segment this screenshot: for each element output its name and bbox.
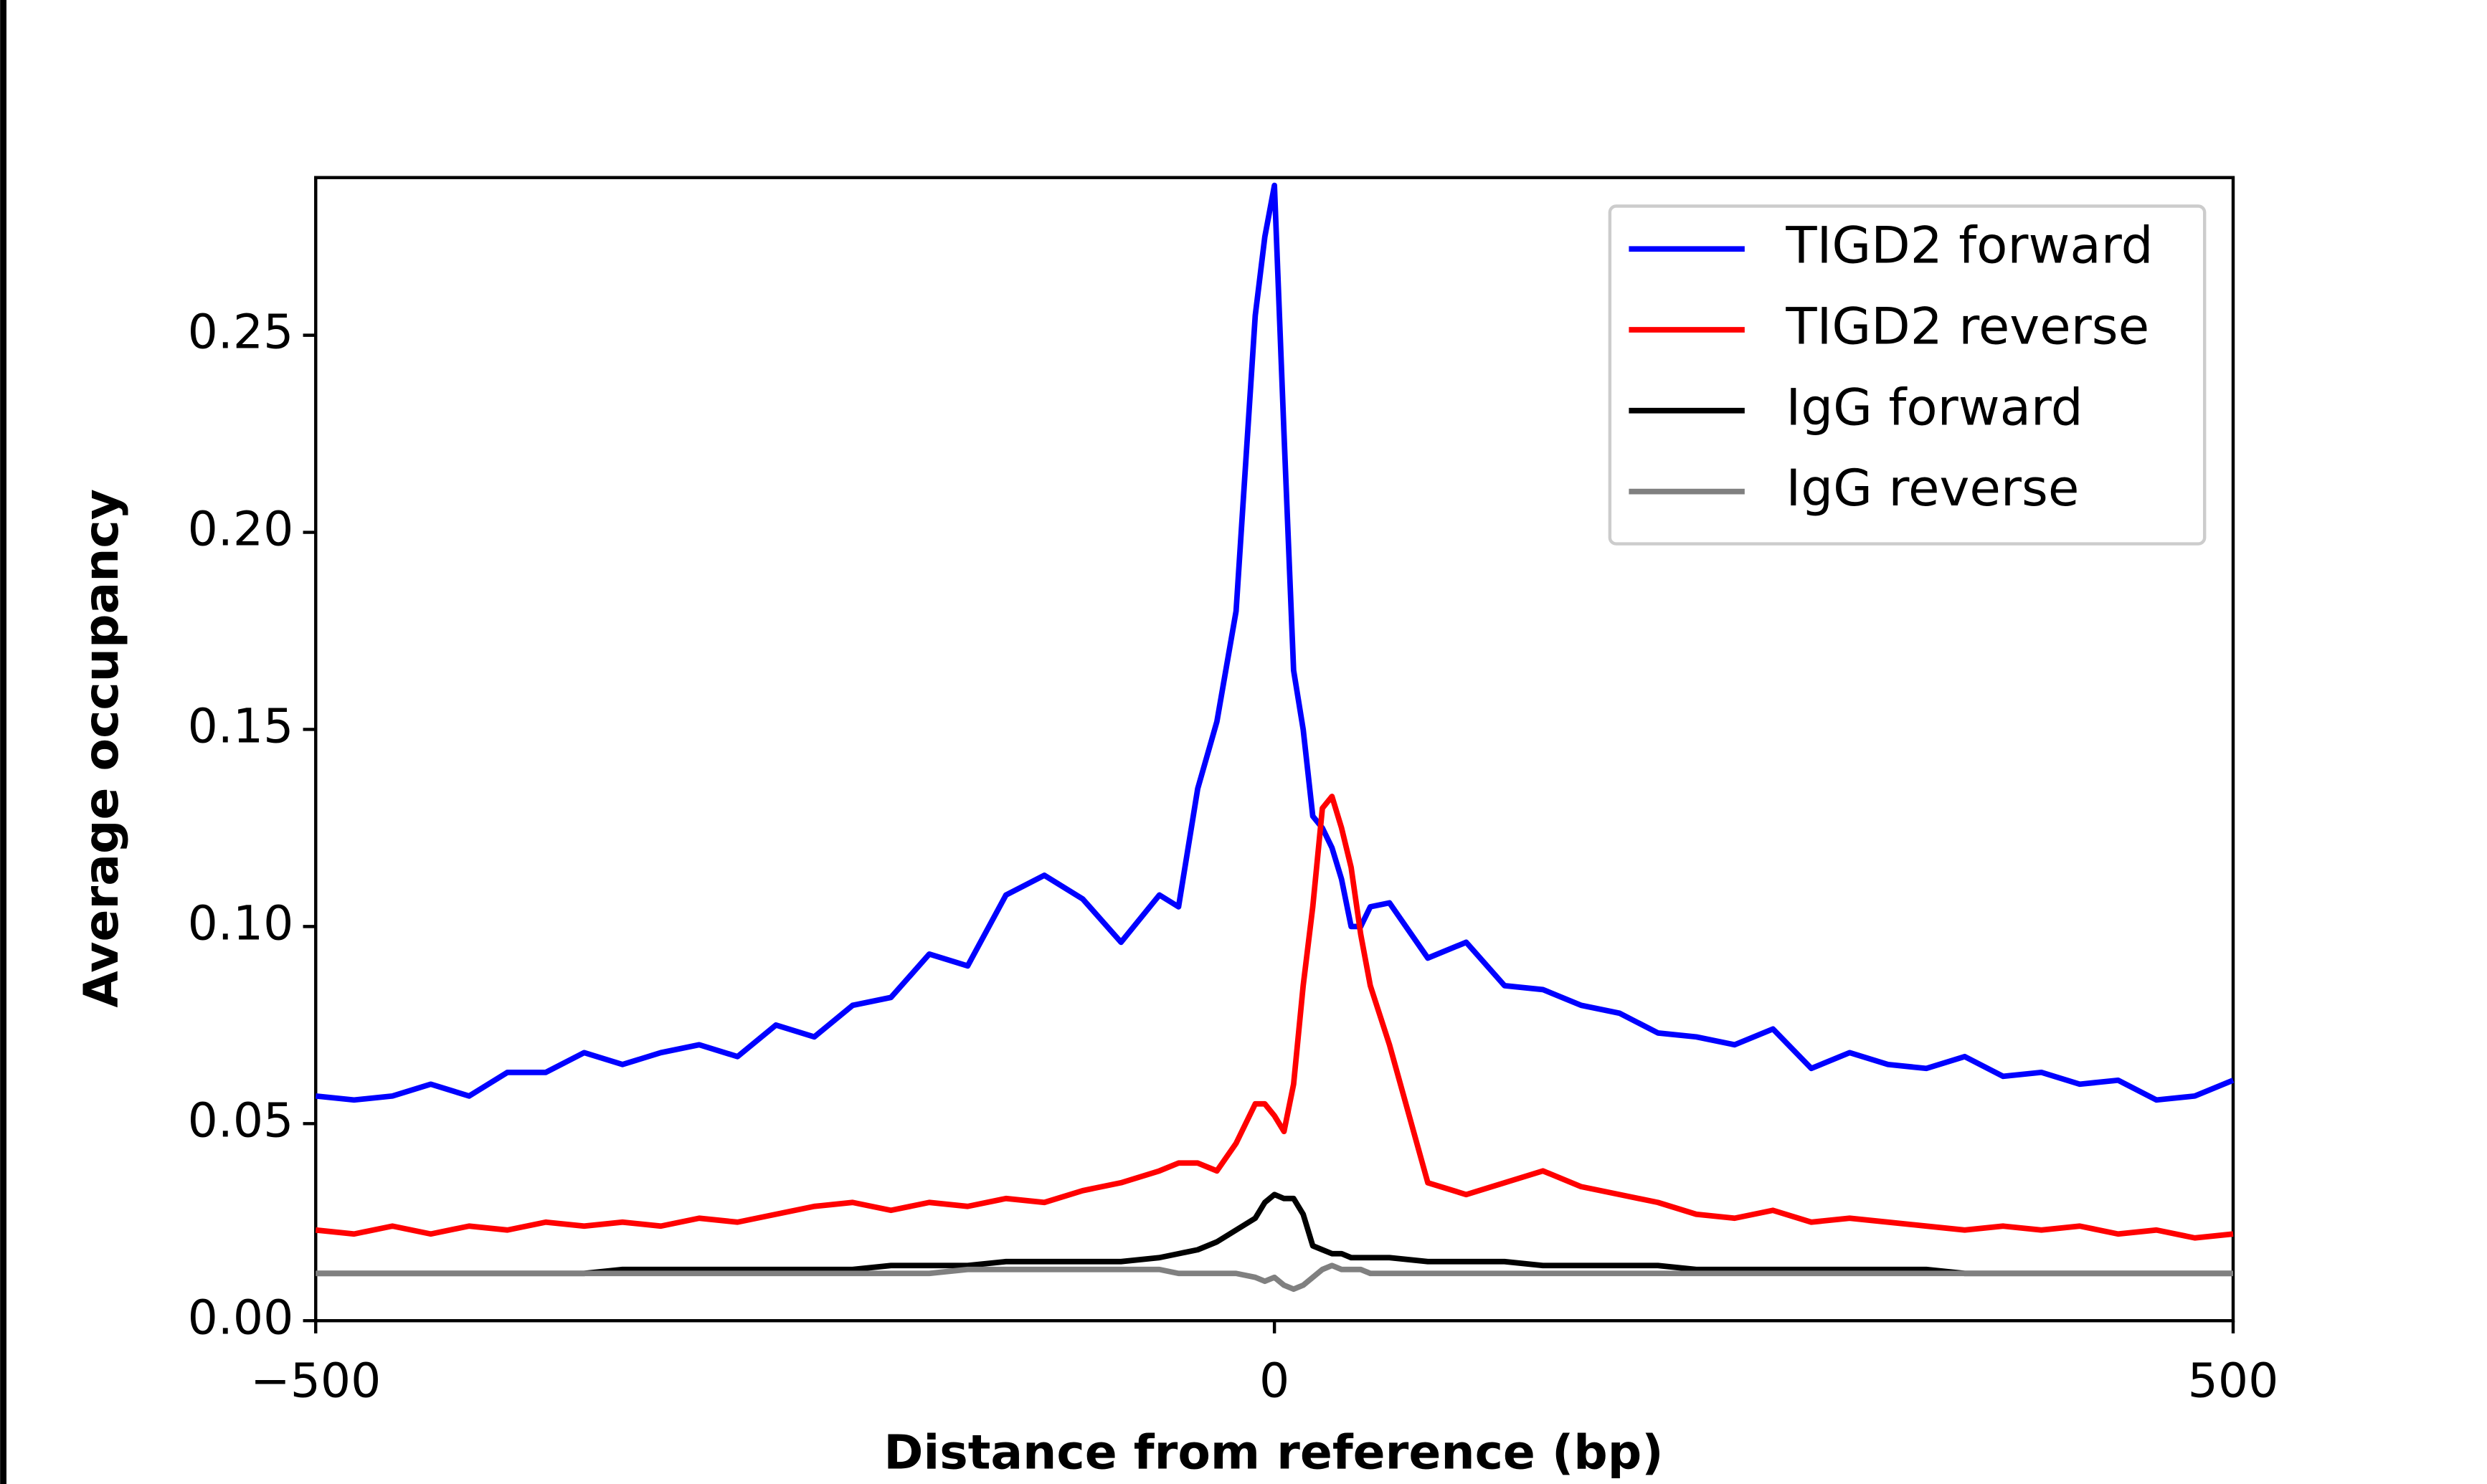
series-line (316, 1192, 2234, 1277)
y-tick-label: 0.05 (188, 1092, 294, 1148)
x-tick-label: 0 (1259, 1353, 1289, 1409)
y-tick-label: 0.25 (188, 304, 294, 360)
y-axis-label: Average occupancy (73, 489, 129, 1008)
y-tick-label: 0.00 (188, 1289, 294, 1345)
legend-label: TIGD2 forward (1785, 216, 2153, 275)
legend-label: IgG reverse (1786, 458, 2079, 518)
legend-label: IgG forward (1786, 377, 2083, 437)
series-line (315, 794, 2234, 1241)
x-tick-label: −500 (250, 1353, 381, 1409)
legend-label: TIGD2 reverse (1785, 297, 2149, 356)
legend-box (1608, 204, 2207, 546)
series-line (315, 182, 2235, 1103)
y-tick-label: 0.10 (188, 895, 294, 951)
left-edge (0, 0, 7, 1484)
x-tick-label: 500 (2188, 1353, 2279, 1409)
y-tick-label: 0.15 (188, 698, 294, 754)
x-axis-label: Distance from reference (bp) (884, 1424, 1663, 1480)
y-tick-label: 0.20 (188, 501, 294, 557)
series-line (316, 1262, 2234, 1293)
